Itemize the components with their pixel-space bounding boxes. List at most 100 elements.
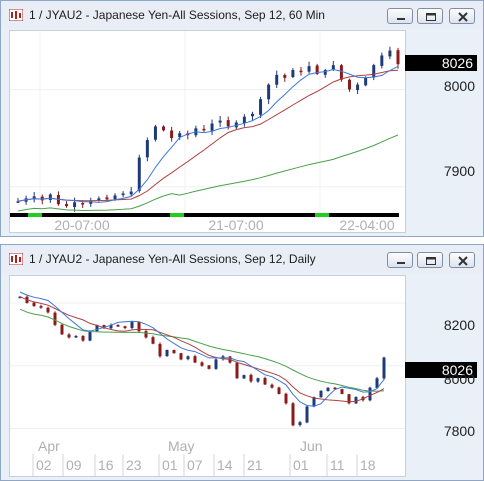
candle-body [333,387,337,390]
candle-body [326,387,330,392]
moving-average-fast [19,291,385,407]
price-chart-daily[interactable]: Apr May Jun 02 09 16 23 01 07 14 21 01 11 18 [9,275,406,477]
candle-body [81,202,85,205]
close-button[interactable] [449,252,475,268]
restore-icon [426,13,436,21]
candle-body [275,74,279,85]
candle-body [354,397,358,404]
time-axis-label: 22-04:00 [339,217,394,232]
candle-body [130,321,134,329]
candle-body [129,191,133,195]
candle-body [102,325,106,329]
candle-body [380,55,384,66]
candle-body [235,362,239,379]
candle-body [18,296,22,299]
price-axis-label: 8000 [443,78,475,94]
session-marker [170,213,184,217]
candle-body [291,403,295,426]
candle-body [307,66,311,72]
candle-body [319,390,323,398]
candle-body [298,422,302,426]
restore-button[interactable] [417,252,443,268]
candle-body [151,337,155,344]
minimize-button[interactable] [387,8,413,24]
candle-body [39,306,43,308]
candle-body [162,126,166,131]
day-axis-label: 21 [247,457,263,473]
day-axis-label: 18 [360,457,376,473]
session-bar [10,213,399,217]
candle-body [202,128,206,131]
day-axis-label: 16 [98,457,114,473]
app-chart-icon [9,253,23,265]
chart-window-daily[interactable]: 1 / JYAU2 - Japanese Yen-All Sessions, S… [0,244,484,481]
price-chart-60min[interactable]: 20-07:00 21-07:00 22-04:00 [9,30,406,233]
candle-body [158,343,162,357]
window-titlebar[interactable]: 1 / JYAU2 - Japanese Yen-All Sessions, S… [1,1,483,29]
close-button[interactable] [449,8,475,24]
candle-body [105,197,109,200]
moving-average-slow [19,308,385,392]
window-title: 1 / JYAU2 - Japanese Yen-All Sessions, S… [29,252,316,266]
candle-body [347,79,351,90]
candle-body [95,324,99,332]
month-axis-label: Jun [300,438,323,454]
candle-body [32,302,36,307]
close-icon [458,12,468,22]
candle-body [312,397,316,407]
candle-body [153,126,157,140]
price-axis-label: 8000 [443,371,475,387]
app-chart-icon [9,9,23,21]
candle-body [65,204,69,207]
candle-body [315,65,319,74]
candle-body [364,77,368,86]
candle-body [186,356,190,360]
candle-body [67,334,71,338]
moving-average-slow [17,134,399,212]
chart-window-60min[interactable]: 1 / JYAU2 - Japanese Yen-All Sessions, S… [0,0,484,237]
candle-body [259,99,263,115]
candle-body [249,374,253,382]
restore-icon [426,257,436,265]
window-titlebar[interactable]: 1 / JYAU2 - Japanese Yen-All Sessions, S… [1,245,483,273]
candle-body [305,406,309,423]
day-axis-label: 01 [162,457,178,473]
candle-body [299,70,303,73]
candlestick-chart[interactable]: Apr May Jun 02 09 16 23 01 07 14 21 01 11 18 [10,276,405,476]
candle-body [214,359,218,369]
candle-body [74,335,78,338]
day-axis-label: 23 [126,457,142,473]
day-axis-label: 11 [330,457,345,473]
last-price-badge: 8026 [405,55,477,71]
price-axis-label: 7800 [443,423,475,439]
minimize-button[interactable] [387,252,413,268]
candle-body [178,133,182,138]
day-axis-label: 01 [293,457,309,473]
candle-body [277,387,281,394]
candle-body [207,365,211,369]
candlestick-chart[interactable]: 20-07:00 21-07:00 22-04:00 [10,31,405,233]
candle-body [113,195,117,200]
candle-body [340,389,344,394]
price-axis-label: 8200 [443,317,475,333]
candle-body [145,140,149,158]
restore-button[interactable] [417,8,443,24]
candle-body [372,65,376,78]
candle-body [32,196,36,200]
moving-average-fast [17,65,399,203]
candle-body [144,331,148,338]
candle-body [331,65,335,70]
close-icon [458,256,468,266]
candle-body [81,335,85,341]
moving-average-mid [19,296,385,403]
session-marker [315,213,329,217]
candle-body [48,194,52,200]
month-axis-label: May [168,438,194,454]
candle-body [97,198,101,200]
candle-body [250,113,254,117]
candle-body [200,362,204,366]
candle-body [53,312,57,325]
candle-body [356,84,360,90]
month-axis-label: Apr [38,438,60,454]
window-title: 1 / JYAU2 - Japanese Yen-All Sessions, S… [29,8,325,22]
